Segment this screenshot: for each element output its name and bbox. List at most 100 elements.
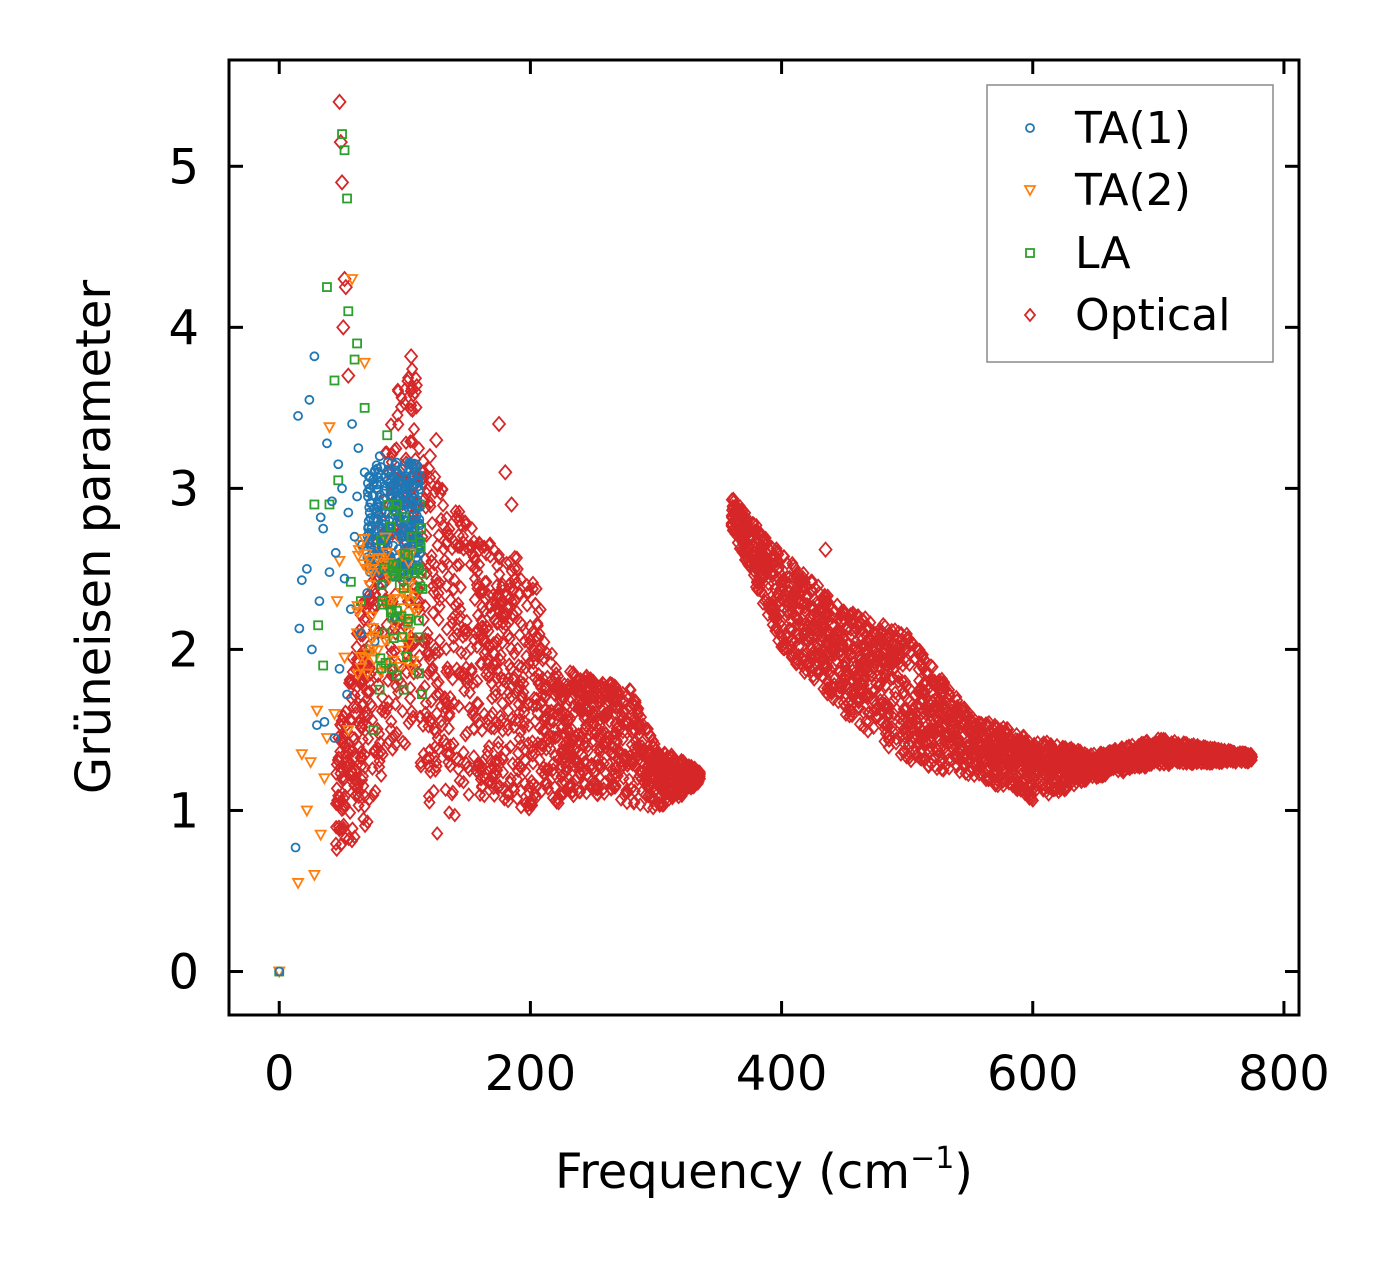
optical-point [405,361,419,377]
la-point [322,282,332,292]
optical-point [424,764,437,780]
optical-point [940,746,953,762]
la-point [417,689,427,699]
optical-point [560,759,573,775]
optical-point [801,632,814,648]
optical-point [449,503,462,519]
optical-point [569,772,582,788]
ta1-point [390,494,401,505]
ta1-point [353,443,364,454]
optical-point [920,704,933,720]
ta2-point [307,869,321,882]
optical-point [431,537,444,553]
optical-point [422,666,435,682]
optical-point [424,713,437,728]
optical-point [571,695,584,710]
optical-point [417,612,430,627]
optical-point [935,671,949,687]
optical-point [536,652,549,668]
optical-point [593,744,606,760]
optical-point [928,758,942,774]
optical-point [886,647,899,663]
optical-point [403,347,419,365]
optical-point [428,668,441,684]
optical-point [851,676,864,692]
la-point [392,670,402,681]
optical-point [1074,752,1087,767]
optical-point [344,768,358,784]
optical-point [620,725,634,740]
optical-point [355,772,369,788]
optical-point [474,583,487,599]
optical-point [555,787,569,803]
optical-point [1103,752,1116,768]
optical-point [649,759,662,774]
optical-point [687,779,700,795]
ta2-point [394,661,408,674]
optical-point [1042,787,1055,802]
ta1-point [385,486,396,496]
optical-point [367,787,380,803]
optical-point [440,737,453,752]
optical-point [516,669,530,685]
optical-point [333,821,347,837]
optical-point [1117,762,1131,778]
optical-point [448,572,461,588]
optical-point [457,745,470,760]
optical-point [471,621,485,637]
optical-point [829,625,843,641]
optical-point [467,534,481,549]
optical-point [611,768,624,784]
optical-point [861,723,875,739]
optical-point [453,602,467,617]
optical-point [336,772,350,788]
optical-point [449,537,462,553]
ta2-point [351,669,365,682]
optical-point [792,647,805,663]
optical-point [429,724,443,740]
optical-point [726,517,739,533]
optical-point [1159,746,1173,762]
optical-point [453,557,466,572]
optical-point [836,636,849,652]
optical-point [514,724,527,740]
optical-point [562,692,575,707]
optical-point [950,759,964,774]
optical-point [572,727,585,742]
optical-point [991,728,1005,744]
ta1-point [398,478,409,489]
optical-point [440,578,453,594]
optical-point [898,674,912,689]
optical-point [461,671,475,687]
optical-point [848,620,862,635]
optical-point [767,547,780,563]
optical-point [547,762,560,777]
optical-point [821,663,834,679]
optical-point [502,627,515,643]
optical-point [425,694,438,709]
optical-point [957,716,970,732]
optical-point [852,659,866,674]
optical-point [506,606,520,622]
y-tick-label: 5 [168,139,199,195]
optical-point [794,585,808,601]
optical-point [907,701,921,717]
optical-point [588,685,601,700]
optical-point [881,632,895,647]
optical-point [914,728,927,743]
ta2-point [322,422,336,435]
optical-point [512,586,526,602]
optical-point [454,579,467,595]
y-tick-label: 4 [168,300,199,356]
optical-point [760,535,774,550]
ta1-point [382,476,393,486]
optical-point [793,600,806,616]
optical-point [1040,745,1054,760]
optical-point [452,753,466,769]
optical-point [647,739,661,755]
optical-point [538,634,551,650]
optical-point [878,721,891,737]
optical-point [352,715,366,731]
optical-point [480,651,494,667]
optical-point [882,705,895,720]
